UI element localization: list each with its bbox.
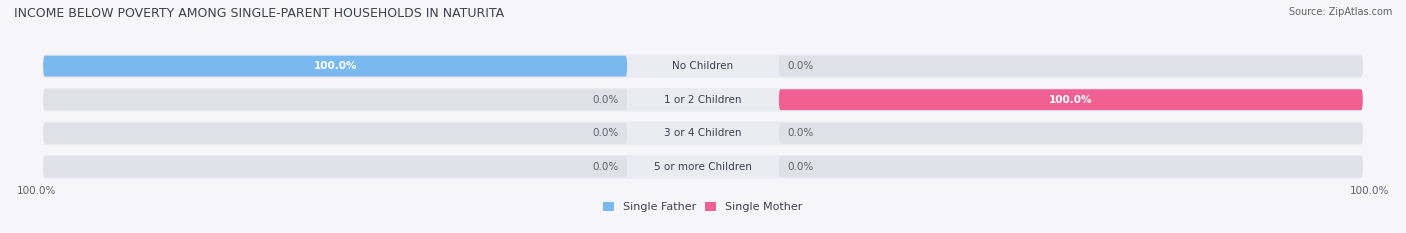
FancyBboxPatch shape xyxy=(779,123,1362,144)
Text: No Children: No Children xyxy=(672,61,734,71)
Text: 0.0%: 0.0% xyxy=(787,162,814,172)
FancyBboxPatch shape xyxy=(44,56,627,76)
FancyBboxPatch shape xyxy=(44,122,1362,145)
FancyBboxPatch shape xyxy=(44,56,627,76)
Text: 0.0%: 0.0% xyxy=(787,61,814,71)
FancyBboxPatch shape xyxy=(779,56,1362,76)
FancyBboxPatch shape xyxy=(44,54,1362,78)
FancyBboxPatch shape xyxy=(779,157,1362,177)
Text: 100.0%: 100.0% xyxy=(1049,95,1092,105)
Text: 0.0%: 0.0% xyxy=(592,95,619,105)
Text: 100.0%: 100.0% xyxy=(1350,186,1389,196)
Text: 1 or 2 Children: 1 or 2 Children xyxy=(664,95,742,105)
FancyBboxPatch shape xyxy=(44,123,627,144)
FancyBboxPatch shape xyxy=(44,157,627,177)
Text: 100.0%: 100.0% xyxy=(17,186,56,196)
Legend: Single Father, Single Mother: Single Father, Single Mother xyxy=(603,202,803,212)
Text: 3 or 4 Children: 3 or 4 Children xyxy=(664,128,742,138)
Text: 0.0%: 0.0% xyxy=(592,162,619,172)
FancyBboxPatch shape xyxy=(779,89,1362,110)
FancyBboxPatch shape xyxy=(44,155,1362,179)
Text: 0.0%: 0.0% xyxy=(592,128,619,138)
Text: 100.0%: 100.0% xyxy=(314,61,357,71)
Text: INCOME BELOW POVERTY AMONG SINGLE-PARENT HOUSEHOLDS IN NATURITA: INCOME BELOW POVERTY AMONG SINGLE-PARENT… xyxy=(14,7,505,20)
Text: Source: ZipAtlas.com: Source: ZipAtlas.com xyxy=(1288,7,1392,17)
Text: 0.0%: 0.0% xyxy=(787,128,814,138)
FancyBboxPatch shape xyxy=(44,89,627,110)
Text: 5 or more Children: 5 or more Children xyxy=(654,162,752,172)
FancyBboxPatch shape xyxy=(779,89,1362,110)
FancyBboxPatch shape xyxy=(44,88,1362,111)
